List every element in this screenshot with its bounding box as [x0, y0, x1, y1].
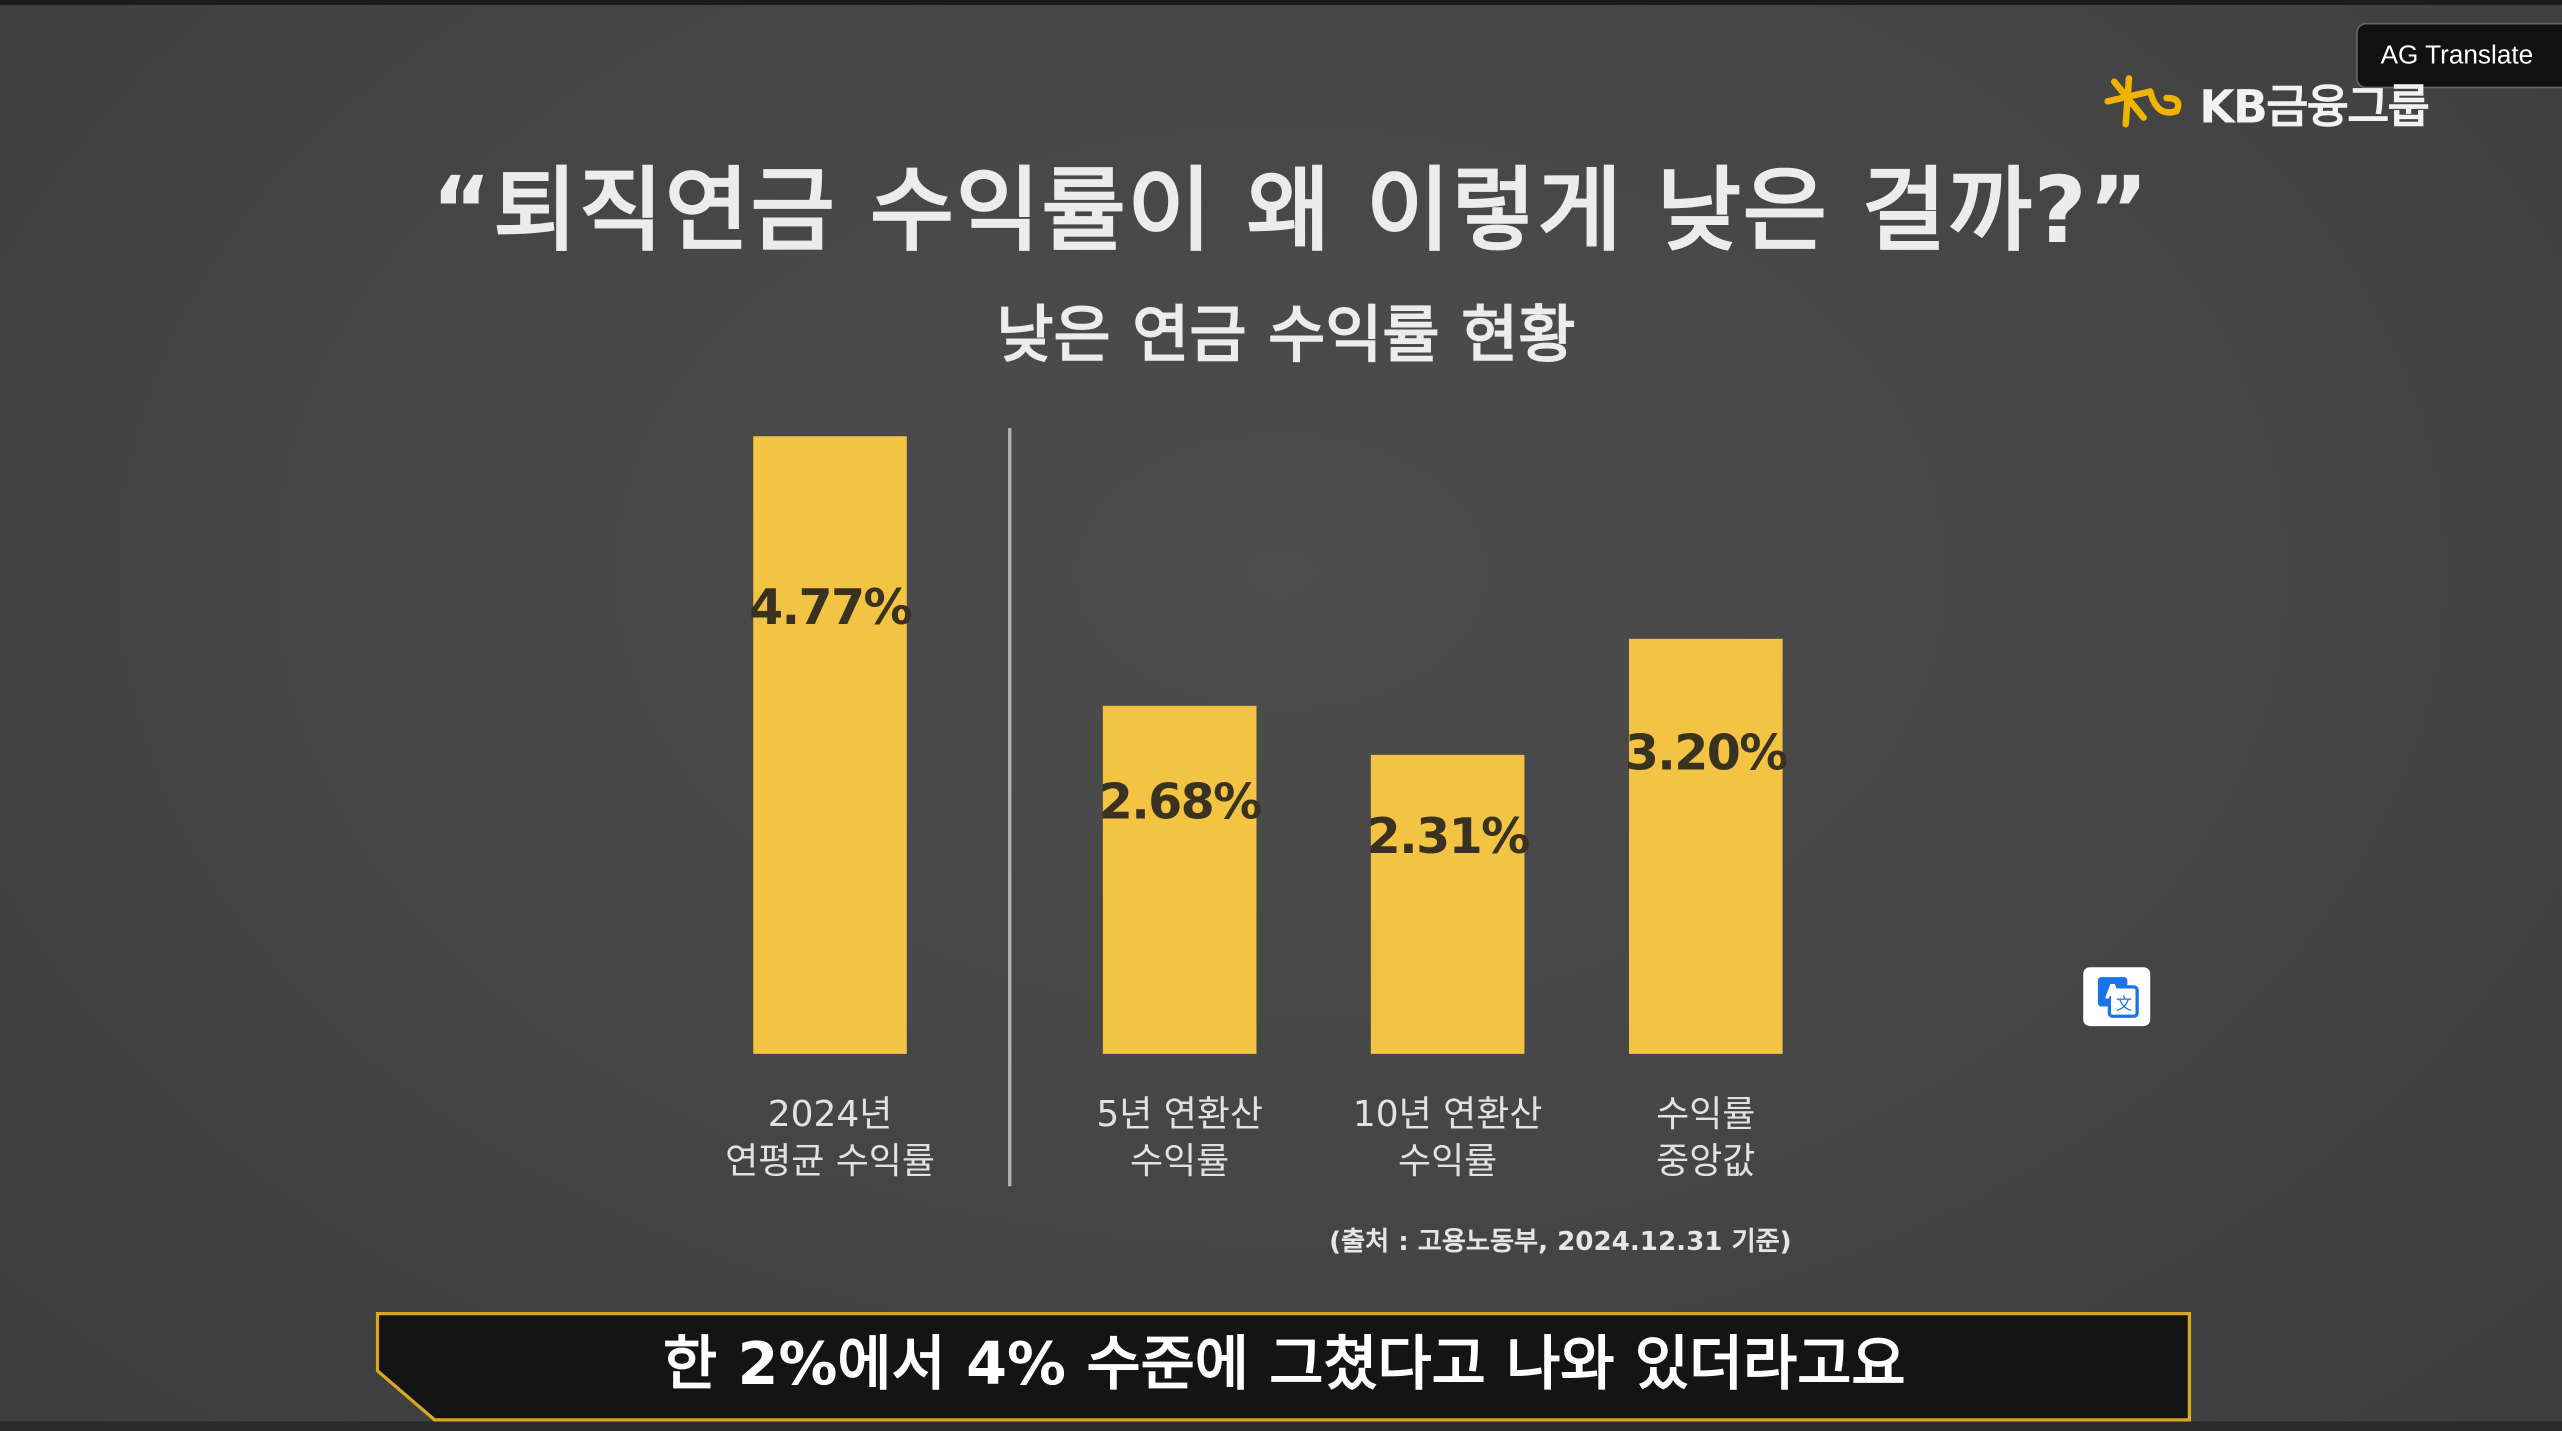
- x-tick-label: 10년 연환산 수익률: [1352, 1094, 1543, 1183]
- svg-text:文: 文: [2116, 995, 2132, 1014]
- logo-star: [2104, 75, 2182, 128]
- bar: [1628, 639, 1783, 1054]
- svg-text:A: A: [2105, 980, 2121, 1003]
- x-tick-label: 2024년 연평균 수익률: [725, 1094, 935, 1183]
- bottom-strip: [0, 1421, 2562, 1431]
- value-label: 2.68%: [1098, 774, 1263, 832]
- source-note: (출처 : 고용노동부, 2024.12.31 기준): [1329, 1225, 1792, 1257]
- top-border: [0, 0, 2562, 5]
- caption-box: [375, 1312, 2192, 1422]
- caption-text: 한 2%에서 4% 수준에 그쳤다고 나와 있더라고요: [662, 1331, 1906, 1399]
- x-tick-label: 수익률 중앙값: [1656, 1094, 1756, 1183]
- translate-button[interactable]: AG Translate: [2356, 22, 2562, 89]
- divider: [1008, 428, 1012, 1187]
- chart-title: “퇴직연금 수익률이 왜 이렇게 낮은 걸까?”: [431, 158, 2151, 265]
- chart-subtitle: 낮은 연금 수익률 현황: [996, 299, 1576, 371]
- value-label: 3.20%: [1624, 725, 1789, 784]
- translate-glyph: A 文: [2097, 977, 2139, 1018]
- value-label: 4.77%: [749, 579, 913, 637]
- translate-icon[interactable]: A 文: [2083, 967, 2151, 1027]
- x-tick-label: 5년 연환산 수익률: [1096, 1094, 1263, 1183]
- bar: [753, 435, 907, 1054]
- bar: [1102, 706, 1257, 1054]
- logo-text: KB금융그룹: [2199, 80, 2430, 134]
- value-label: 2.31%: [1366, 808, 1531, 867]
- bar: [1370, 754, 1525, 1054]
